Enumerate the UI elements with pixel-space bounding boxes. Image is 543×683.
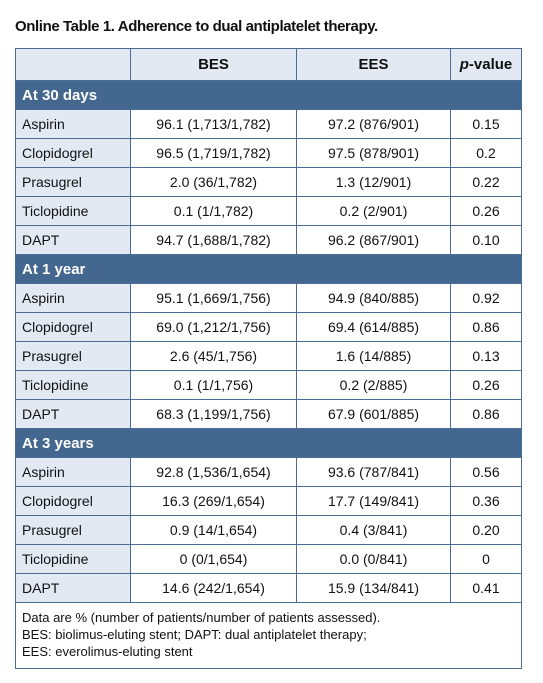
section-row: At 1 year (15, 254, 522, 284)
row-label: Prasugrel (15, 341, 131, 371)
data-cell: 0.2 (2/885) (296, 370, 451, 400)
data-cell: 0.2 (450, 138, 522, 168)
row-label: Ticlopidine (15, 196, 131, 226)
data-cell: 0.20 (450, 515, 522, 545)
data-cell: 97.5 (878/901) (296, 138, 451, 168)
data-cell: 1.6 (14/885) (296, 341, 451, 371)
data-row: DAPT 94.7 (1,688/1,782) 96.2 (867/901) 0.10 (15, 225, 522, 255)
data-cell: 0.1 (1/1,782) (130, 196, 297, 226)
data-cell: 0.36 (450, 486, 522, 516)
data-cell: 0.0 (0/841) (296, 544, 451, 574)
data-row: Aspirin 95.1 (1,669/1,756) 94.9 (840/885) 0… (15, 283, 522, 313)
data-row: DAPT 68.3 (1,199/1,756) 67.9 (601/885) 0.86 (15, 399, 522, 429)
data-row: Prasugrel 2.0 (36/1,782) 1.3 (12/901) 0.22 (15, 167, 522, 197)
adherence-table: BES EES p-value At 30 days Aspirin 96.1 (1… (15, 48, 522, 669)
row-label: Clopidogrel (15, 312, 131, 342)
data-cell: 2.6 (45/1,756) (130, 341, 297, 371)
data-cell: 0.41 (450, 573, 522, 603)
row-label: DAPT (15, 573, 131, 603)
data-cell: 95.1 (1,669/1,756) (130, 283, 297, 313)
data-cell: 0.92 (450, 283, 522, 313)
data-cell: 0.9 (14/1,654) (130, 515, 297, 545)
data-cell: 0.86 (450, 312, 522, 342)
section-title: At 1 year (15, 254, 522, 284)
data-cell: 1.3 (12/901) (296, 167, 451, 197)
data-cell: 0.2 (2/901) (296, 196, 451, 226)
row-label: Ticlopidine (15, 370, 131, 400)
section-title: At 30 days (15, 80, 522, 110)
data-cell: 15.9 (134/841) (296, 573, 451, 603)
row-label: Aspirin (15, 109, 131, 139)
footnote: Data are % (number of patients/number of… (15, 602, 522, 669)
data-cell: 16.3 (269/1,654) (130, 486, 297, 516)
footnote-line: BES: biolimus-eluting stent; DAPT: dual … (22, 627, 367, 642)
data-cell: 97.2 (876/901) (296, 109, 451, 139)
data-row: Clopidogrel 69.0 (1,212/1,756) 69.4 (614/8… (15, 312, 522, 342)
data-cell: 0.1 (1/1,756) (130, 370, 297, 400)
data-row: Clopidogrel 16.3 (269/1,654) 17.7 (149/841… (15, 486, 522, 516)
section-title: At 3 years (15, 428, 522, 458)
data-row: Clopidogrel 96.5 (1,719/1,782) 97.5 (878/9… (15, 138, 522, 168)
header-cell: p-value (450, 48, 522, 81)
data-row: Ticlopidine 0.1 (1/1,782) 0.2 (2/901) 0.26 (15, 196, 522, 226)
header-text: p (459, 56, 469, 73)
data-cell: 68.3 (1,199/1,756) (130, 399, 297, 429)
row-label: DAPT (15, 225, 131, 255)
data-cell: 69.4 (614/885) (296, 312, 451, 342)
header-text: -value (468, 56, 513, 73)
data-cell: 94.7 (1,688/1,782) (130, 225, 297, 255)
header-cell (15, 48, 131, 81)
data-cell: 0.86 (450, 399, 522, 429)
data-row: Ticlopidine 0 (0/1,654) 0.0 (0/841) 0 (15, 544, 522, 574)
row-label: Aspirin (15, 457, 131, 487)
data-cell: 0.26 (450, 196, 522, 226)
footnote-row: Data are % (number of patients/number of… (15, 602, 522, 669)
data-cell: 0.56 (450, 457, 522, 487)
data-row: Prasugrel 2.6 (45/1,756) 1.6 (14/885) 0.13 (15, 341, 522, 371)
data-row: Prasugrel 0.9 (14/1,654) 0.4 (3/841) 0.20 (15, 515, 522, 545)
data-cell: 0.26 (450, 370, 522, 400)
data-cell: 0 (0/1,654) (130, 544, 297, 574)
data-cell: 93.6 (787/841) (296, 457, 451, 487)
row-label: DAPT (15, 399, 131, 429)
data-cell: 94.9 (840/885) (296, 283, 451, 313)
data-row: Ticlopidine 0.1 (1/1,756) 0.2 (2/885) 0.26 (15, 370, 522, 400)
data-cell: 0.22 (450, 167, 522, 197)
data-cell: 0.4 (3/841) (296, 515, 451, 545)
data-cell: 17.7 (149/841) (296, 486, 451, 516)
row-label: Clopidogrel (15, 138, 131, 168)
data-cell: 92.8 (1,536/1,654) (130, 457, 297, 487)
data-cell: 2.0 (36/1,782) (130, 167, 297, 197)
data-cell: 0.10 (450, 225, 522, 255)
data-cell: 96.5 (1,719/1,782) (130, 138, 297, 168)
data-cell: 69.0 (1,212/1,756) (130, 312, 297, 342)
header-cell: BES (130, 48, 297, 81)
data-cell: 96.1 (1,713/1,782) (130, 109, 297, 139)
header-cell: EES (296, 48, 451, 81)
data-cell: 0 (450, 544, 522, 574)
table-title: Online Table 1. Adherence to dual antipl… (15, 18, 378, 35)
header-row: BES EES p-value (15, 48, 522, 81)
data-cell: 0.13 (450, 341, 522, 371)
data-cell: 0.15 (450, 109, 522, 139)
section-row: At 3 years (15, 428, 522, 458)
data-cell: 96.2 (867/901) (296, 225, 451, 255)
row-label: Prasugrel (15, 515, 131, 545)
data-row: DAPT 14.6 (242/1,654) 15.9 (134/841) 0.41 (15, 573, 522, 603)
footnote-line: Data are % (number of patients/number of… (22, 610, 381, 625)
footnote-line: EES: everolimus-eluting stent (22, 644, 193, 659)
data-cell: 67.9 (601/885) (296, 399, 451, 429)
row-label: Prasugrel (15, 167, 131, 197)
row-label: Clopidogrel (15, 486, 131, 516)
section-row: At 30 days (15, 80, 522, 110)
row-label: Ticlopidine (15, 544, 131, 574)
data-cell: 14.6 (242/1,654) (130, 573, 297, 603)
row-label: Aspirin (15, 283, 131, 313)
data-row: Aspirin 96.1 (1,713/1,782) 97.2 (876/901) 0… (15, 109, 522, 139)
table-body: BES EES p-value At 30 days Aspirin 96.1 (1… (15, 48, 522, 669)
data-row: Aspirin 92.8 (1,536/1,654) 93.6 (787/841) 0… (15, 457, 522, 487)
